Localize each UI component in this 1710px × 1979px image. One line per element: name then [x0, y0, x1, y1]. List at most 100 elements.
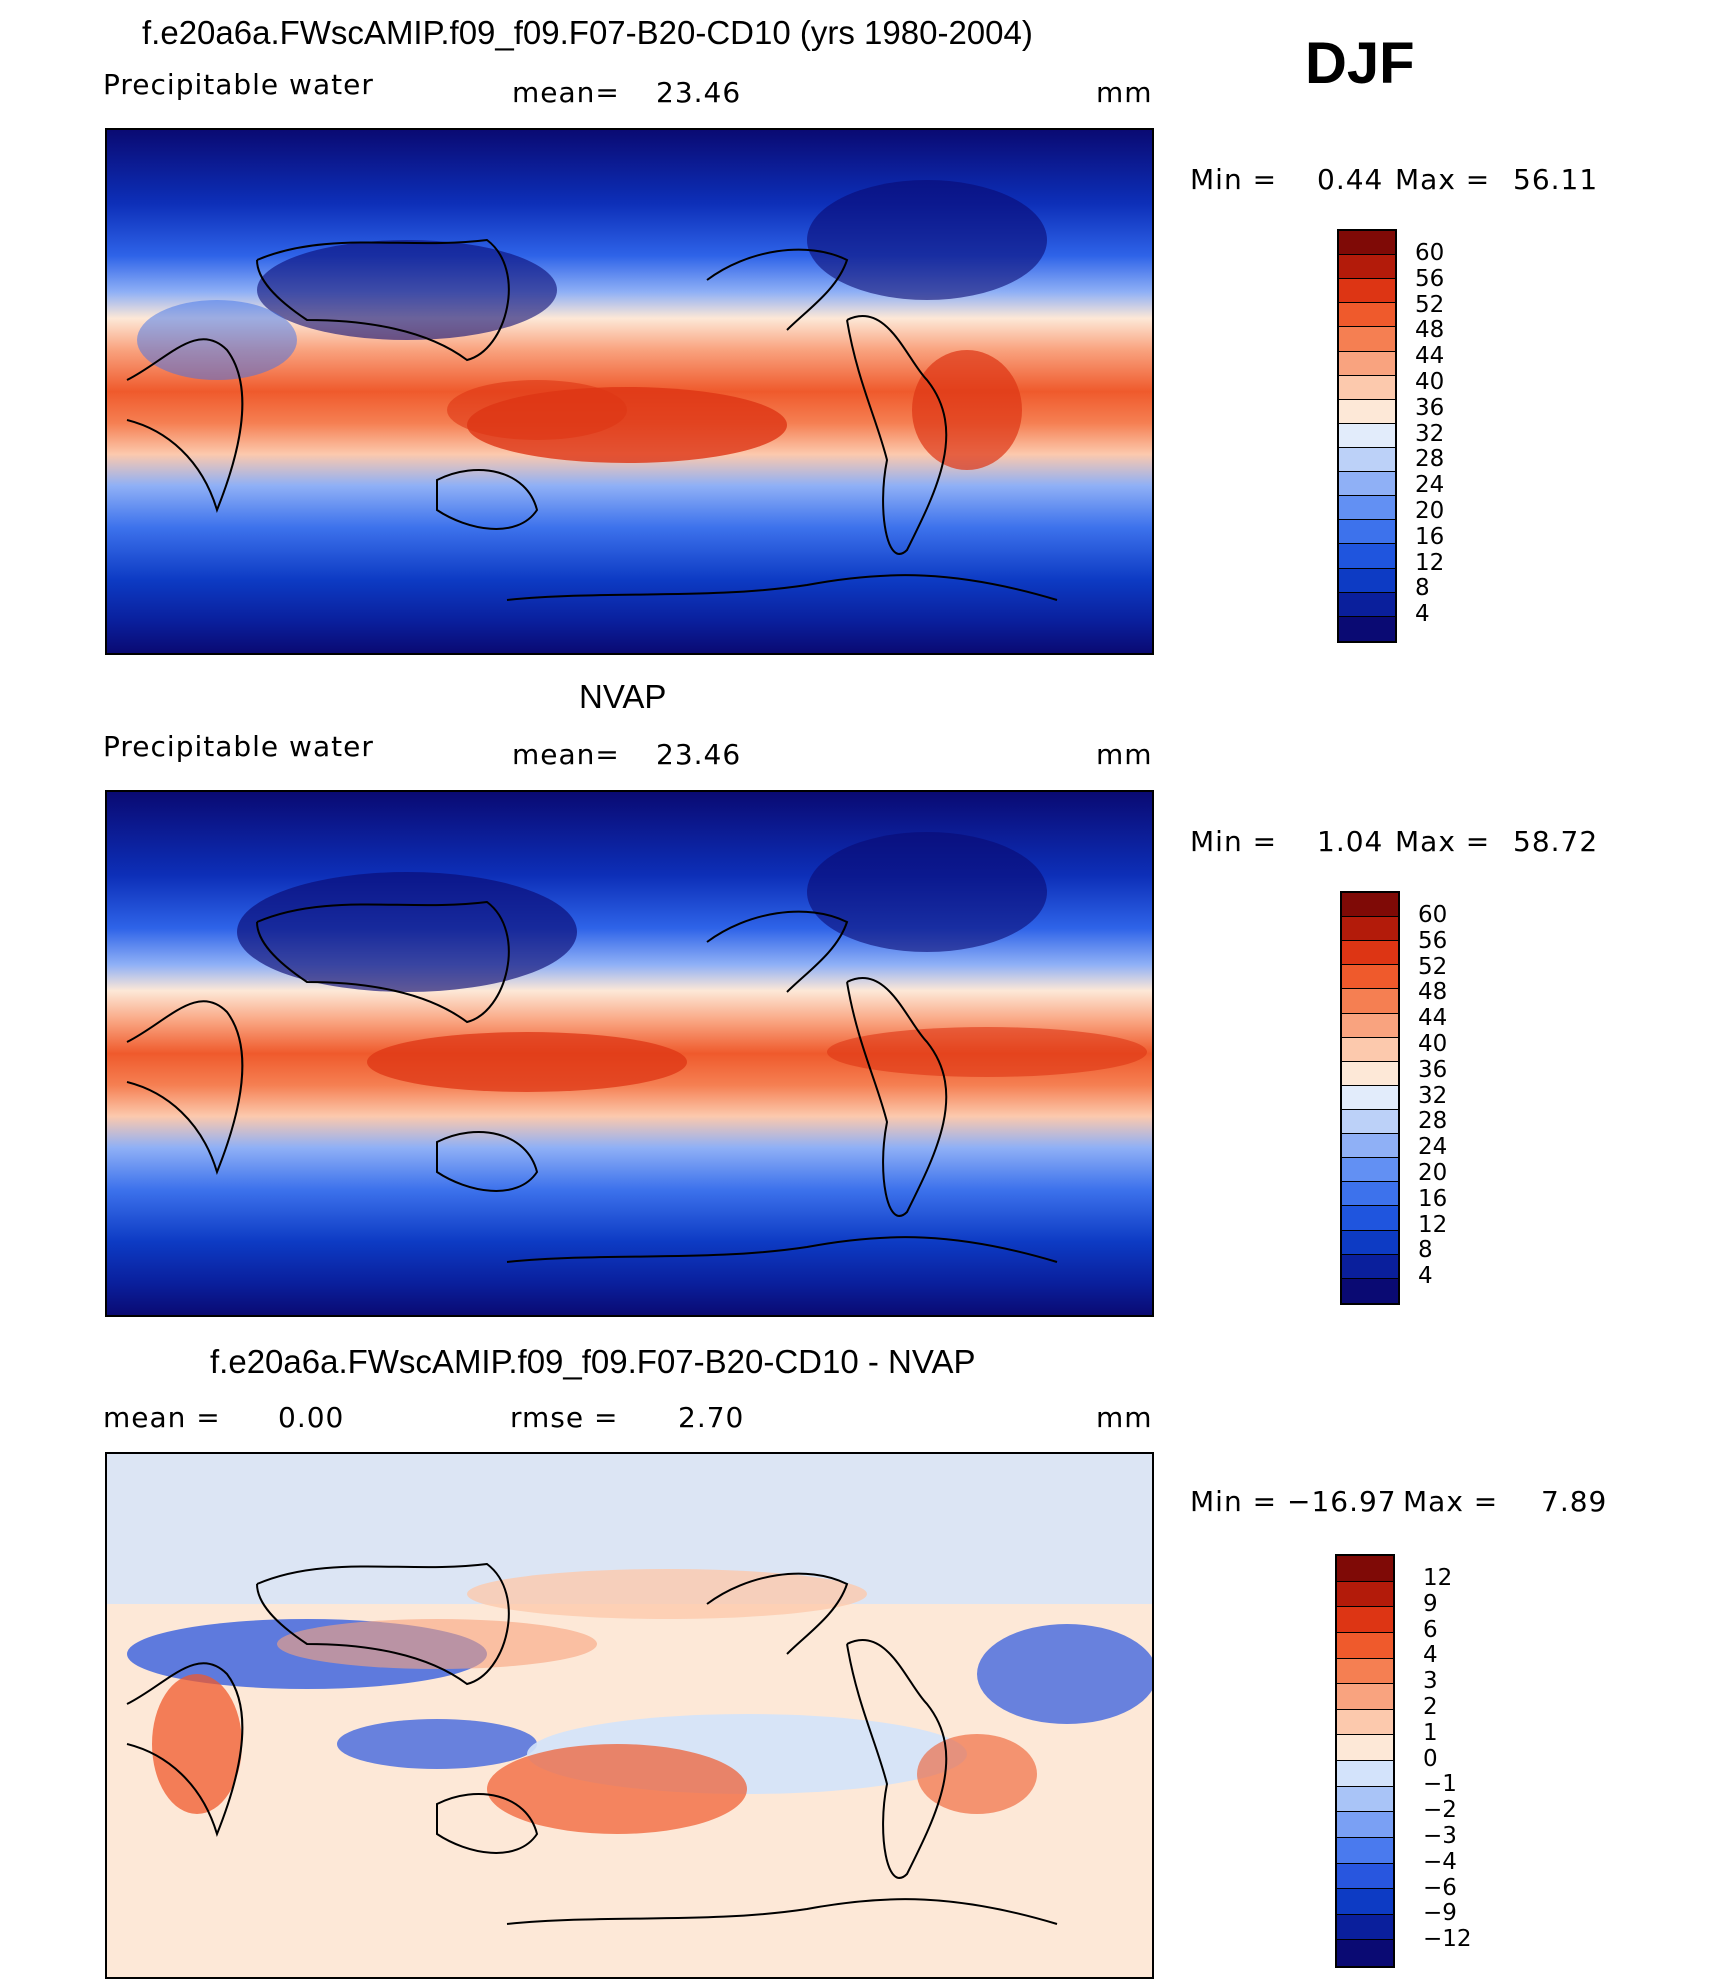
colorbar-tick-label: 44 — [1418, 1005, 1448, 1032]
panel-3-max-value: 7.89 — [1541, 1485, 1608, 1518]
colorbar-swatch — [1339, 496, 1395, 521]
colorbar-tick-label: 36 — [1415, 394, 1445, 421]
colorbar-swatch — [1339, 327, 1395, 352]
colorbar-swatch — [1339, 447, 1395, 473]
colorbar-swatch — [1339, 399, 1395, 424]
panel-3-max-label: Max = — [1403, 1485, 1499, 1518]
colorbar-swatch — [1337, 1581, 1393, 1608]
colorbar-tick-label: 24 — [1418, 1134, 1448, 1161]
panel-2-min-label: Min = — [1190, 825, 1278, 858]
colorbar-tick-label: −9 — [1423, 1900, 1457, 1927]
colorbar-tick-label: −3 — [1423, 1823, 1457, 1849]
panel-1-mean-value: 23.46 — [656, 76, 742, 109]
colorbar-swatch — [1339, 616, 1395, 641]
panel-1-max-label: Max = — [1395, 163, 1491, 196]
colorbar-tick-label: 6 — [1423, 1616, 1438, 1643]
colorbar-tick-label: 60 — [1415, 240, 1445, 266]
panel-2-mean-label: mean= — [512, 738, 620, 771]
panel-2-map — [105, 790, 1154, 1317]
panel-1-mean-label: mean= — [512, 76, 620, 109]
panel-3-title: f.e20a6a.FWscAMIP.f09_f09.F07-B20-CD10 -… — [210, 1343, 976, 1380]
panel-3-units: mm — [1096, 1401, 1153, 1434]
panel-1-map-field — [107, 130, 1152, 653]
panel-2-map-field — [107, 792, 1152, 1315]
colorbar-swatch — [1339, 303, 1395, 328]
colorbar-tick-label: −2 — [1423, 1797, 1457, 1824]
colorbar-swatch — [1342, 989, 1398, 1014]
colorbar-tick-label: 52 — [1415, 291, 1445, 318]
colorbar-tick-label: 12 — [1415, 549, 1445, 576]
colorbar-tick-label: 16 — [1415, 523, 1445, 550]
panel-3-map — [105, 1452, 1154, 1979]
colorbar-tick-label: 9 — [1423, 1590, 1438, 1617]
panel-3-min-label: Min = — [1190, 1485, 1278, 1518]
colorbar-tick-label: 32 — [1415, 420, 1445, 447]
colorbar-tick-label: 20 — [1418, 1160, 1448, 1186]
colorbar-swatch — [1337, 1786, 1393, 1813]
colorbar-swatch — [1342, 941, 1398, 966]
colorbar-swatch — [1337, 1889, 1393, 1915]
colorbar-tick-label: 12 — [1418, 1211, 1448, 1238]
colorbar-tick-label: 44 — [1415, 343, 1445, 370]
panel-1-title: f.e20a6a.FWscAMIP.f09_f09.F07-B20-CD10 (… — [142, 14, 1033, 51]
colorbar-swatch — [1339, 568, 1395, 593]
colorbar-tick-label: 36 — [1418, 1056, 1448, 1083]
colorbar-tick-label: 60 — [1418, 902, 1448, 928]
colorbar-swatch — [1337, 1837, 1393, 1864]
colorbar-swatch — [1342, 1230, 1398, 1255]
colorbar-swatch — [1342, 1134, 1398, 1159]
colorbar-swatch — [1342, 1158, 1398, 1183]
colorbar-swatch — [1339, 231, 1395, 256]
colorbar-swatch — [1342, 1085, 1398, 1110]
panel-3-rmse-label: rmse = — [510, 1401, 619, 1434]
colorbar-swatch — [1337, 1863, 1393, 1890]
colorbar-swatch — [1337, 1632, 1393, 1659]
colorbar-swatch — [1342, 965, 1398, 990]
colorbar-swatch — [1342, 1278, 1398, 1303]
colorbar-tick-label: 3 — [1423, 1668, 1438, 1695]
colorbar-tick-label: 48 — [1418, 979, 1448, 1006]
colorbar-swatch — [1337, 1556, 1393, 1582]
panel-2-colorbar — [1340, 891, 1400, 1305]
panel-3-map-field — [107, 1454, 1152, 1977]
colorbar-swatch — [1337, 1709, 1393, 1736]
panel-2-units: mm — [1096, 738, 1153, 771]
panel-2-title: NVAP — [579, 678, 667, 715]
colorbar-tick-label: 40 — [1415, 369, 1445, 395]
colorbar-tick-label: −12 — [1423, 1926, 1472, 1953]
colorbar-swatch — [1337, 1761, 1393, 1787]
colorbar-tick-label: 52 — [1418, 953, 1448, 980]
colorbar-tick-label: 1 — [1423, 1719, 1438, 1746]
panel-3-colorbar — [1335, 1554, 1395, 1968]
colorbar-swatch — [1342, 1206, 1398, 1231]
colorbar-swatch — [1342, 1013, 1398, 1038]
colorbar-tick-label: 12 — [1423, 1565, 1453, 1591]
panel-1-variable-label: Precipitable water — [103, 68, 374, 101]
colorbar-swatch — [1342, 917, 1398, 942]
colorbar-tick-label: 0 — [1423, 1745, 1438, 1772]
colorbar-swatch — [1337, 1658, 1393, 1685]
season-label: DJF — [1305, 31, 1415, 96]
colorbar-swatch — [1342, 1061, 1398, 1086]
colorbar-swatch — [1339, 592, 1395, 617]
panel-1-map — [105, 128, 1154, 655]
colorbar-swatch — [1337, 1607, 1393, 1633]
colorbar-swatch — [1342, 1254, 1398, 1279]
colorbar-swatch — [1337, 1735, 1393, 1761]
panel-3-mean-value: 0.00 — [278, 1401, 345, 1434]
colorbar-tick-label: 32 — [1418, 1082, 1448, 1109]
colorbar-swatch — [1339, 423, 1395, 448]
colorbar-swatch — [1339, 279, 1395, 304]
colorbar-swatch — [1339, 472, 1395, 497]
colorbar-swatch — [1337, 1940, 1393, 1966]
panel-1-max-value: 56.11 — [1513, 163, 1599, 196]
colorbar-swatch — [1337, 1914, 1393, 1941]
colorbar-swatch — [1342, 1109, 1398, 1135]
colorbar-tick-label: 20 — [1415, 498, 1445, 524]
colorbar-tick-label: 4 — [1423, 1642, 1438, 1669]
colorbar-tick-label: 4 — [1415, 601, 1430, 628]
colorbar-swatch — [1339, 351, 1395, 376]
colorbar-swatch — [1342, 1182, 1398, 1207]
colorbar-swatch — [1339, 520, 1395, 545]
panel-2-max-value: 58.72 — [1513, 825, 1599, 858]
